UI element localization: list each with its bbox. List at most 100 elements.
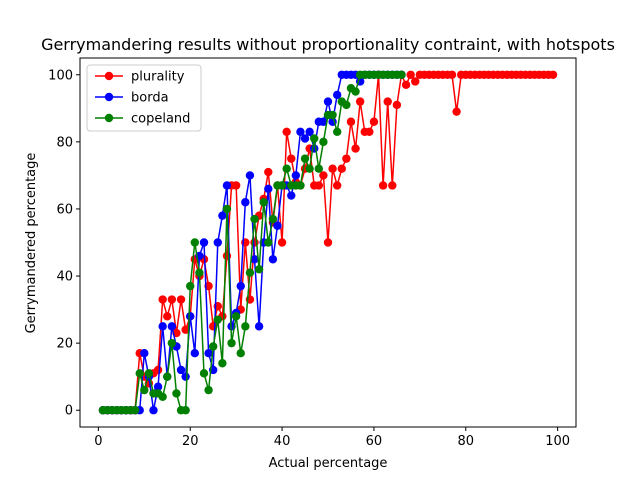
data-point-copeland [231,312,241,321]
data-point-copeland [332,127,342,136]
data-point-plurality [332,181,342,190]
data-point-copeland [236,349,245,358]
legend-item-plurality: plurality [95,70,185,85]
data-point-plurality [264,167,273,177]
data-point-borda [236,281,245,291]
data-point-copeland [135,369,144,378]
data-point-copeland [167,338,177,348]
plot-frame [79,57,577,428]
data-point-copeland [277,181,287,190]
y-tick-label: 100 [48,68,73,83]
data-point-copeland [351,87,360,96]
data-point-copeland [305,164,314,173]
data-point-copeland [213,315,222,324]
data-point-plurality [447,70,457,79]
data-point-borda [291,171,301,180]
x-axis-label: Actual percentage [269,456,388,471]
data-point-copeland [163,372,172,381]
data-point-plurality [392,100,402,110]
data-point-borda [190,349,200,358]
data-point-plurality [337,164,346,173]
data-point-plurality [355,97,365,106]
data-point-plurality [319,171,328,180]
data-point-plurality [323,238,333,247]
data-point-borda [153,382,163,391]
data-point-copeland [397,70,406,79]
data-point-borda [245,171,255,180]
y-tick-label: 40 [56,270,73,285]
y-tick-label: 60 [56,202,73,217]
data-point-plurality [181,325,190,334]
data-point-copeland [342,100,351,110]
data-point-plurality [365,127,374,136]
data-point-borda [323,97,333,106]
data-point-borda [332,90,342,100]
legend-marker-plurality [104,71,114,81]
data-point-borda [268,255,278,264]
data-point-borda [158,322,167,331]
legend-label-copeland: copeland [131,112,190,127]
data-point-copeland [314,164,324,173]
data-point-copeland [204,385,213,395]
data-point-borda [213,238,222,247]
y-axis-label: Gerrymandered percentage [24,153,39,334]
x-tick-label: 0 [94,434,102,449]
data-point-plurality [158,295,167,304]
data-point-plurality [383,97,392,106]
data-point-plurality [388,181,397,190]
data-point-borda [204,349,213,358]
data-point-borda [250,255,259,264]
legend-label-plurality: plurality [131,70,185,85]
data-point-plurality [406,70,415,79]
x-tick-label: 20 [182,434,199,449]
data-point-copeland [222,204,232,214]
data-point-copeland [199,369,209,378]
data-point-copeland [144,369,154,378]
legend-box [86,64,202,132]
data-point-borda [287,191,296,200]
data-point-borda [149,406,158,415]
data-point-borda [222,181,232,190]
data-point-borda [273,221,282,230]
data-point-copeland [319,137,328,147]
data-point-copeland [158,392,167,402]
data-point-borda [181,372,190,381]
y-tick-label: 80 [56,135,73,150]
data-point-copeland [296,181,305,190]
data-point-copeland [259,198,268,207]
data-point-copeland [250,214,259,224]
data-point-borda [300,134,310,143]
x-axis: 0 20 40 60 80 100 [94,427,570,449]
data-point-copeland [241,322,250,331]
data-point-copeland [245,268,255,277]
x-tick-label: 60 [366,434,383,449]
data-point-plurality [351,144,360,153]
data-point-copeland [310,134,319,143]
data-point-plurality [378,181,388,190]
data-point-borda [186,312,195,321]
legend-marker-copeland [104,113,114,123]
data-point-plurality [548,70,558,79]
chart-title: Gerrymandering results without proportio… [41,35,615,54]
data-point-plurality [167,295,177,304]
data-point-copeland [186,281,195,291]
data-point-plurality [287,154,296,163]
data-point-borda [319,117,328,126]
data-point-plurality [277,238,287,247]
data-point-copeland [254,265,264,274]
data-point-copeland [328,110,337,120]
data-point-plurality [342,154,351,163]
x-tick-label: 40 [274,434,291,449]
data-point-borda [176,365,186,375]
data-point-plurality [346,117,356,126]
data-point-borda [167,322,177,331]
data-point-copeland [264,238,273,247]
data-point-borda [140,349,149,358]
data-point-plurality [231,181,241,190]
legend-label-borda: borda [131,91,169,106]
data-point-copeland [300,154,310,163]
legend: plurality borda copeland [86,64,202,132]
data-point-copeland [268,214,278,224]
data-point-plurality [163,312,172,321]
